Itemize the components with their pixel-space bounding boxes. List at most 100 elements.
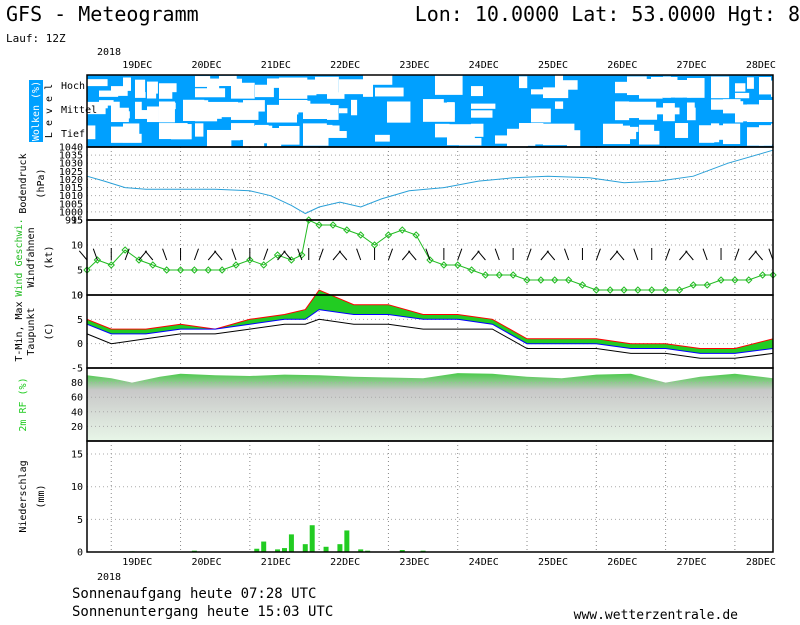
cloud-gap [471, 86, 483, 97]
cloud-gap [87, 104, 106, 115]
precip-bar [344, 530, 350, 552]
cloud-gap [471, 110, 493, 118]
date-label-top: 27DEC [677, 60, 707, 71]
cloud-gap [123, 111, 130, 119]
wind-speed-marker [509, 271, 517, 279]
wind-barb [193, 248, 199, 261]
wind-barb [78, 250, 88, 261]
cloud-gap [555, 101, 564, 109]
date-label-top: 19DEC [122, 60, 152, 71]
y-tick-label: 1025 [59, 167, 83, 178]
wind-speed-marker [717, 276, 725, 284]
y-tick-label: 0 [77, 339, 83, 350]
date-label-bottom: 25DEC [538, 557, 568, 568]
wind-barb [92, 248, 98, 261]
date-label-top: 22DEC [330, 60, 360, 71]
cloud-gap [759, 99, 775, 119]
cloud-gap [639, 124, 655, 135]
source-credit: www.wetterzentrale.de [573, 608, 738, 623]
wind-speed-marker [384, 231, 393, 239]
cloud-gap [195, 123, 204, 137]
wind-speed-marker [689, 281, 698, 289]
precip-bar [302, 544, 308, 552]
cloud-gap [735, 101, 744, 123]
cloud-gap [231, 82, 255, 99]
sunset-label: Sonnenuntergang heute 15:03 UTC [72, 604, 334, 620]
cloud-gap [267, 127, 282, 147]
cloud-gap [207, 104, 222, 119]
wind-speed-marker [564, 276, 573, 284]
y-tick-label: 15 [71, 216, 83, 227]
pressure-unit-label: (hPa) [36, 168, 47, 198]
precip-bar [358, 549, 364, 552]
cloud-gap [519, 123, 544, 145]
cloud-gap [183, 101, 199, 112]
precip-bar [275, 549, 281, 552]
wind-speed-marker [176, 266, 185, 274]
cloud-gap [135, 110, 150, 119]
date-label-top: 28DEC [746, 60, 776, 71]
temperature-axis-label-2: Taupunkt [26, 307, 37, 355]
wind-barb [283, 250, 292, 261]
wind-barb [702, 248, 708, 261]
cloud-gap [87, 79, 108, 87]
cloud-level-label: Tief [61, 129, 85, 140]
cloud-gap [771, 80, 782, 92]
wind-speed-marker [190, 266, 199, 274]
y-tick-label: 1005 [59, 199, 83, 210]
cloud-gap [531, 89, 548, 95]
wind-speed-marker [440, 261, 448, 269]
cloud-gap [387, 101, 411, 123]
cloud-gap [243, 100, 265, 112]
wind-barb [338, 250, 348, 261]
wind-barb [318, 248, 324, 261]
wind-barb [231, 248, 237, 261]
wind-barb [277, 250, 286, 261]
cloud-gap [735, 92, 750, 99]
cloud-gap [219, 75, 237, 83]
date-label-bottom: 22DEC [330, 557, 360, 568]
wind-barb [564, 248, 570, 261]
wind-speed-marker [107, 261, 115, 269]
wind-speed-marker [356, 231, 365, 239]
cloud-gap [159, 90, 173, 99]
precip-bar [254, 548, 260, 552]
date-label-bottom: 24DEC [469, 557, 499, 568]
cloud-gap [447, 81, 455, 92]
cloud-gap [471, 103, 496, 109]
cloud-gap [435, 123, 450, 138]
cloud-gap [291, 79, 298, 91]
cloud-gap [195, 100, 209, 116]
wind-speed-marker [537, 276, 545, 284]
cloud-gap [315, 124, 333, 137]
wind-barb [665, 248, 671, 261]
wind-barb [138, 250, 148, 261]
wind-speed-marker [398, 226, 406, 234]
wind-barb [144, 250, 154, 261]
cloud-gap [231, 129, 241, 141]
wind-speed-marker [454, 261, 462, 269]
cloud-label-bg [29, 80, 43, 142]
wind-barb [477, 250, 486, 261]
cloud-gap [171, 124, 192, 140]
cloud-gap [675, 123, 689, 138]
cloud-gap [267, 78, 285, 88]
date-label-top: 20DEC [191, 60, 221, 71]
y-tick-label: 1010 [59, 191, 83, 202]
cloud-gap [519, 76, 528, 89]
wind-speed-marker [675, 286, 684, 294]
year-label-top: 2018 [97, 47, 121, 58]
wind-barb [748, 250, 757, 261]
wind-unit-label: (kt) [44, 245, 55, 269]
cloud-gap [315, 76, 339, 95]
wind-speed-marker [218, 266, 226, 274]
location-label: Lon: 10.0000 Lat: 53.0000 Hgt: 8 [414, 2, 800, 26]
wind-speed-marker [329, 221, 337, 229]
cloud-gap [723, 123, 741, 145]
temperature-axis-label: T-Min, Max [14, 301, 25, 361]
wind-speed-marker [467, 266, 476, 274]
cloud-gap [255, 127, 272, 137]
cloud-gap [279, 125, 300, 145]
cloud-axis-label: Wolken (%) [31, 81, 42, 141]
wind-axis-label-2: Windfahnen [26, 227, 37, 287]
